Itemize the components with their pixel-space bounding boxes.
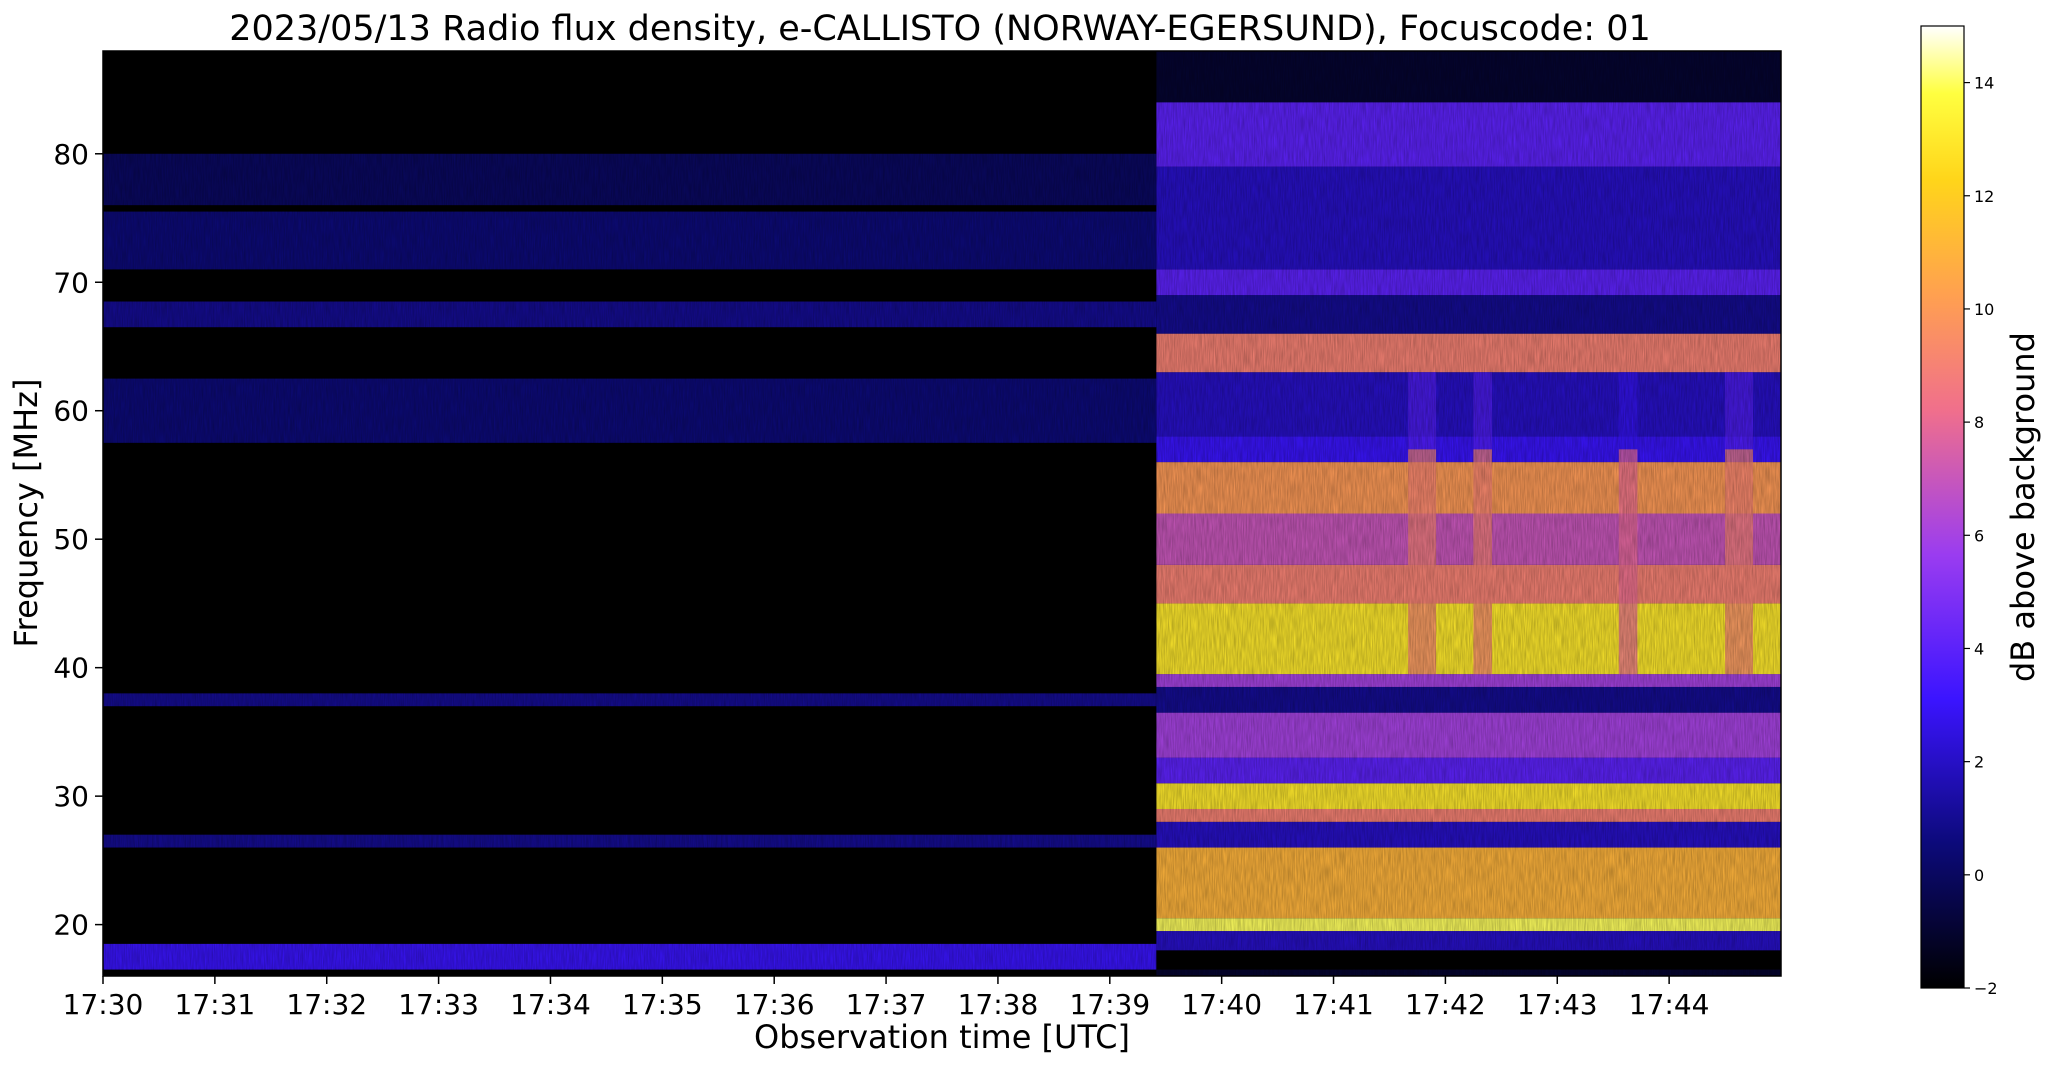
colorbar-tick-label-8: 14 — [1974, 74, 1994, 93]
y-tick-label-5: 70 — [53, 266, 89, 299]
plot-frame — [102, 50, 1782, 977]
colorbar-tick-label-5: 8 — [1974, 413, 1984, 432]
y-tick-label-0: 20 — [53, 909, 89, 942]
y-axis-label: Frequency [MHz] — [7, 379, 45, 648]
y-tick-label-3: 50 — [53, 523, 89, 556]
y-tick-label-1: 30 — [53, 780, 89, 813]
y-tick-label-4: 60 — [53, 395, 89, 428]
colorbar-tick-label-1: 0 — [1974, 866, 1984, 885]
colorbar-tick-label-0: −2 — [1974, 979, 1998, 998]
y-tick-label-2: 40 — [53, 652, 89, 685]
chart-title: 2023/05/13 Radio flux density, e-CALLIST… — [229, 9, 1651, 49]
x-tick-label-5: 17:35 — [622, 988, 703, 1021]
noise-texture — [103, 51, 1781, 976]
plot-area — [103, 51, 1781, 976]
x-tick-label-4: 17:34 — [510, 988, 591, 1021]
x-tick-label-12: 17:42 — [1405, 988, 1486, 1021]
colorbar-tick-label-6: 10 — [1974, 300, 1994, 319]
x-tick-label-9: 17:39 — [1069, 988, 1150, 1021]
x-tick-label-14: 17:44 — [1629, 988, 1710, 1021]
colorbar-tick-label-3: 4 — [1974, 639, 1984, 658]
x-tick-label-1: 17:31 — [175, 988, 256, 1021]
colorbar: −2 0 2 4 6 8 10 12 14 dB above background — [1920, 25, 2042, 998]
colorbar-ticks: −2 0 2 4 6 8 10 12 14 — [1964, 74, 1998, 998]
y-tick-label-6: 80 — [53, 138, 89, 171]
x-tick-label-11: 17:41 — [1293, 988, 1374, 1021]
x-tick-label-3: 17:33 — [398, 988, 479, 1021]
x-axis-ticks: 17:30 17:31 17:32 17:33 17:34 17:35 17:36 17:37… — [63, 976, 1710, 1021]
y-axis-ticks: 20 30 40 50 60 70 80 — [53, 138, 103, 942]
x-tick-label-8: 17:38 — [958, 988, 1039, 1021]
colorbar-tick-label-4: 6 — [1974, 526, 1984, 545]
x-axis-label: Observation time [UTC] — [754, 1018, 1130, 1056]
x-tick-label-6: 17:36 — [734, 988, 815, 1021]
colorbar-tick-label-2: 2 — [1974, 753, 1984, 772]
colorbar-label: dB above background — [2004, 332, 2042, 682]
x-tick-label-13: 17:43 — [1517, 988, 1598, 1021]
x-tick-label-7: 17:37 — [846, 988, 927, 1021]
x-tick-label-2: 17:32 — [286, 988, 367, 1021]
colorbar-tick-label-7: 12 — [1974, 187, 1994, 206]
colorbar-gradient — [1920, 25, 1965, 989]
x-tick-label-0: 17:30 — [63, 988, 144, 1021]
x-tick-label-10: 17:40 — [1181, 988, 1262, 1021]
